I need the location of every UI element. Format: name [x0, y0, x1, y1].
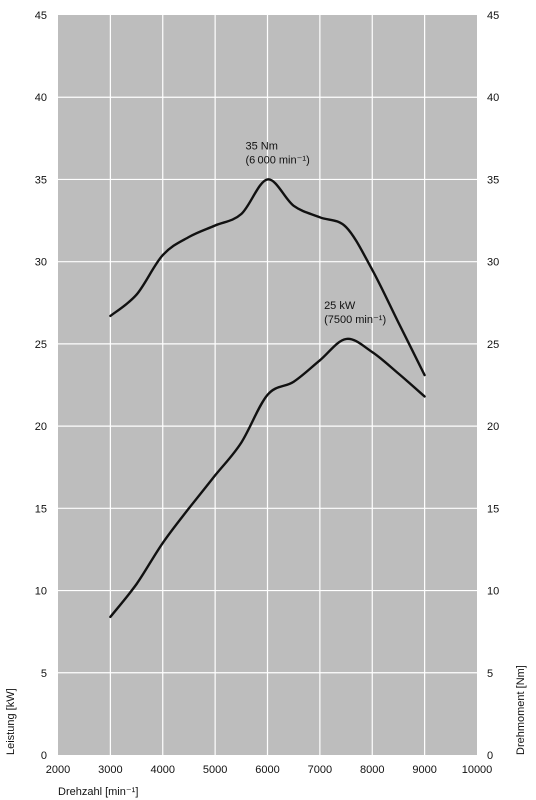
y-right-tick-label: 15	[487, 503, 499, 515]
data-lines	[109, 178, 426, 619]
annotation-rpm: (6 000 min⁻¹)	[246, 154, 310, 166]
y-right-tick-labels: 0 5 10 15 20 25 30 35 40 45	[487, 10, 499, 762]
x-tick-label: 9000	[412, 764, 436, 776]
grid-lines	[58, 15, 477, 755]
peak-annotation: 35 Nm (6 000 min⁻¹)	[246, 140, 310, 166]
x-tick-labels: 2000 3000 4000 5000 6000 7000 8000 9000 10000	[46, 764, 493, 776]
y-right-tick-label: 35	[487, 174, 499, 186]
y-left-tick-label: 45	[35, 10, 47, 22]
y-axis-label-left: Leistung [kW]	[5, 688, 17, 755]
y-right-tick-label: 40	[487, 92, 499, 104]
x-tick-label: 3000	[98, 764, 122, 776]
y-left-tick-label: 0	[41, 750, 47, 762]
y-right-tick-label: 25	[487, 339, 499, 351]
y-left-tick-label: 40	[35, 92, 47, 104]
y-left-tick-label: 5	[41, 668, 47, 680]
y-right-tick-label: 45	[487, 10, 499, 22]
y-left-tick-label: 35	[35, 174, 47, 186]
torque-curve	[109, 178, 426, 377]
y-right-tick-label: 5	[487, 668, 493, 680]
y-right-tick-label: 10	[487, 586, 499, 598]
y-left-tick-label: 10	[35, 586, 47, 598]
y-left-tick-label: 25	[35, 339, 47, 351]
power-curve	[109, 337, 426, 619]
y-right-tick-label: 30	[487, 257, 499, 269]
y-left-tick-labels: 0 5 10 15 20 25 30 35 40 45	[35, 10, 47, 762]
y-axis-label-right: Drehmoment [Nm]	[515, 665, 527, 755]
annotation-value: 35 Nm	[246, 140, 278, 152]
x-tick-label: 7000	[308, 764, 332, 776]
x-tick-label: 4000	[151, 764, 175, 776]
y-right-tick-label: 0	[487, 750, 493, 762]
y-left-tick-label: 15	[35, 503, 47, 515]
peak-annotation: 25 kW (7500 min⁻¹)	[324, 300, 386, 326]
annotation-rpm: (7500 min⁻¹)	[324, 314, 386, 326]
y-right-tick-label: 20	[487, 421, 499, 433]
x-tick-label: 5000	[203, 764, 227, 776]
y-left-tick-label: 30	[35, 257, 47, 269]
x-tick-label: 10000	[462, 764, 493, 776]
x-tick-label: 2000	[46, 764, 70, 776]
x-axis-label: Drehzahl [min⁻¹]	[58, 786, 138, 798]
annotation-value: 25 kW	[324, 300, 356, 312]
annotations: 35 Nm (6 000 min⁻¹) 25 kW (7500 min⁻¹)	[246, 140, 387, 326]
x-tick-label: 6000	[255, 764, 279, 776]
x-tick-label: 8000	[360, 764, 384, 776]
y-left-tick-label: 20	[35, 421, 47, 433]
